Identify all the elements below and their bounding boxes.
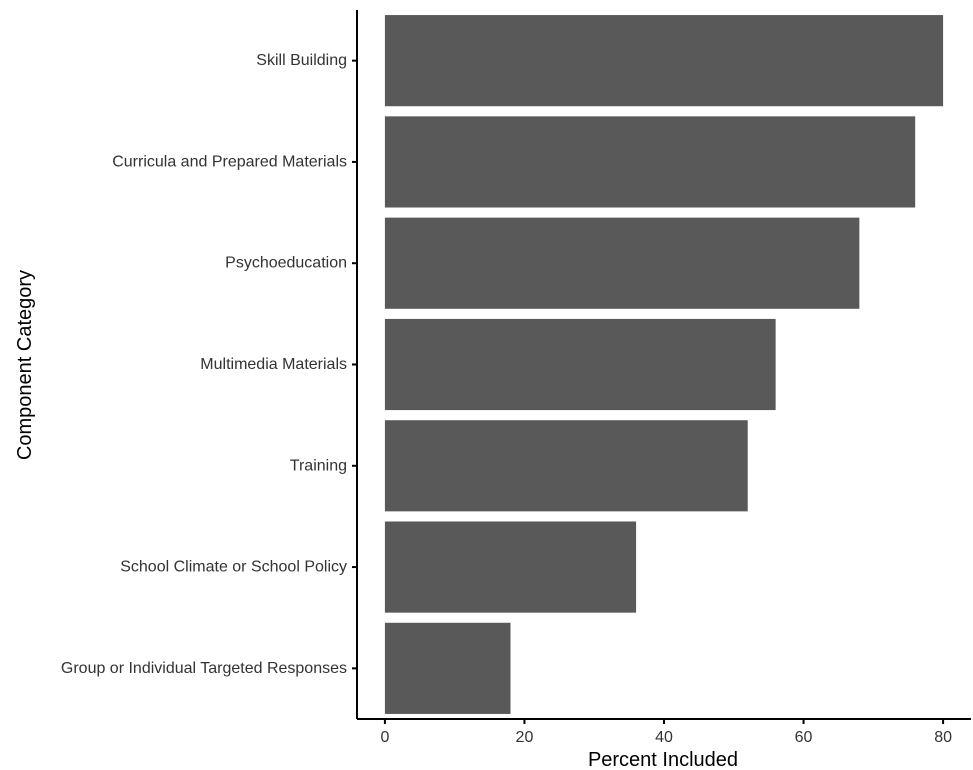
bar-6 <box>384 521 637 613</box>
bars-group <box>384 15 944 714</box>
x-tick-label: 20 <box>516 729 534 746</box>
bar-7 <box>384 622 511 714</box>
category-label: Skill Building <box>256 52 347 69</box>
category-label: School Climate or School Policy <box>120 559 347 576</box>
bar-1 <box>384 15 944 107</box>
y-axis-title: Component Category <box>14 270 36 460</box>
bar-5 <box>384 420 748 512</box>
category-label: Psychoeducation <box>225 255 347 272</box>
x-tick-label: 40 <box>655 729 673 746</box>
bar-2 <box>384 116 916 208</box>
category-label: Training <box>290 457 347 474</box>
x-ticks-group: 0 20 40 60 80 <box>380 719 952 746</box>
category-label: Multimedia Materials <box>200 356 347 373</box>
x-tick-label: 60 <box>795 729 813 746</box>
bar-3 <box>384 217 860 309</box>
x-tick-label: 0 <box>380 729 389 746</box>
bar-4 <box>384 318 776 411</box>
x-tick-label: 80 <box>934 729 952 746</box>
x-axis-title: Percent Included <box>588 749 738 770</box>
category-label: Curricula and Prepared Materials <box>112 153 347 170</box>
category-labels-group: Skill Building Curricula and Prepared Mat… <box>61 52 357 677</box>
category-label: Group or Individual Targeted Responses <box>61 660 347 677</box>
